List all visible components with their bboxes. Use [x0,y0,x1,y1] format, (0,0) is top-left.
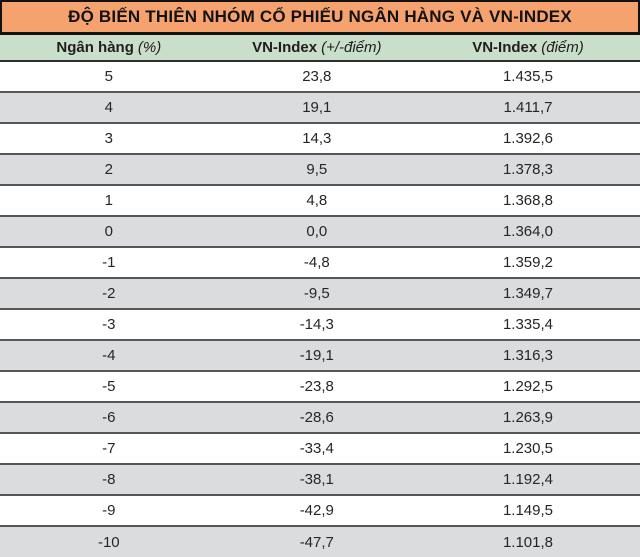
column-header-label: VN-Index [252,39,318,56]
cell-vnindex-change: -28,6 [299,409,334,426]
cell-vnindex-points: 1.292,5 [502,378,553,395]
table-row: -9 -42,9 1.149,5 [0,496,640,527]
table-row: -5 -23,8 1.292,5 [0,372,640,403]
cell-vnindex-change: -4,8 [303,254,330,271]
cell-bank-pct: 3 [104,130,113,147]
page-title: ĐỘ BIẾN THIÊN NHÓM CỔ PHIẾU NGÂN HÀNG VÀ… [0,0,640,35]
cell-vnindex-change: -23,8 [299,378,334,395]
column-header-bank-pct: Ngân hàng (%) [0,35,218,60]
cell-bank-pct: -5 [102,378,116,395]
cell-vnindex-change: 9,5 [306,161,328,178]
table-row: 5 23,8 1.435,5 [0,62,640,93]
cell-vnindex-change: -38,1 [299,471,334,488]
cell-vnindex-change: -19,1 [299,347,334,364]
cell-vnindex-points: 1.392,6 [502,130,553,147]
cell-vnindex-points: 1.378,3 [502,161,553,178]
table-row: -3 -14,3 1.335,4 [0,310,640,341]
cell-bank-pct: -1 [102,254,116,271]
table-row: 3 14,3 1.392,6 [0,124,640,155]
cell-bank-pct: 5 [104,68,113,85]
cell-bank-pct: -4 [102,347,116,364]
cell-bank-pct: -10 [97,534,120,551]
cell-bank-pct: -6 [102,409,116,426]
cell-vnindex-points: 1.101,8 [502,534,553,551]
cell-bank-pct: 4 [104,99,113,116]
table-row: -4 -19,1 1.316,3 [0,341,640,372]
cell-bank-pct: -2 [102,285,116,302]
cell-vnindex-change: -14,3 [299,316,334,333]
cell-vnindex-points: 1.359,2 [502,254,553,271]
table-body: 5 23,8 1.435,5 4 19,1 1.411,7 3 14,3 1.3… [0,62,640,557]
column-header-vnindex-points: VN-Index (điểm) [416,35,640,60]
table-row: 2 9,5 1.378,3 [0,155,640,186]
cell-vnindex-points: 1.263,9 [502,409,553,426]
cell-vnindex-points: 1.364,0 [502,223,553,240]
table-row: 4 19,1 1.411,7 [0,93,640,124]
table-row: 0 0,0 1.364,0 [0,217,640,248]
cell-vnindex-points: 1.435,5 [502,68,553,85]
cell-vnindex-points: 1.411,7 [503,99,553,116]
cell-vnindex-change: 19,1 [302,99,332,116]
column-header-vnindex-change: VN-Index (+/-điểm) [218,35,416,60]
cell-bank-pct: -3 [102,316,116,333]
cell-vnindex-change: -9,5 [303,285,330,302]
table-row: -8 -38,1 1.192,4 [0,465,640,496]
cell-bank-pct: -8 [102,471,116,488]
cell-vnindex-change: -47,7 [299,534,334,551]
cell-vnindex-points: 1.349,7 [502,285,553,302]
cell-vnindex-change: 4,8 [306,192,328,209]
table-row: 1 4,8 1.368,8 [0,186,640,217]
cell-vnindex-change: -42,9 [299,502,334,519]
cell-vnindex-points: 1.230,5 [502,440,553,457]
cell-vnindex-points: 1.192,4 [502,471,553,488]
cell-vnindex-points: 1.316,3 [502,347,553,364]
cell-vnindex-change: 0,0 [306,223,328,240]
table-row: -10 -47,7 1.101,8 [0,527,640,557]
column-header-label: VN-Index [472,39,538,56]
table-row: -7 -33,4 1.230,5 [0,434,640,465]
table-row: -6 -28,6 1.263,9 [0,403,640,434]
column-header-unit: (điểm) [541,39,584,56]
column-header-unit: (%) [137,39,162,56]
cell-bank-pct: 0 [104,223,113,240]
table-header-row: Ngân hàng (%) VN-Index (+/-điểm) VN-Inde… [0,35,640,62]
cell-vnindex-points: 1.368,8 [502,192,553,209]
cell-vnindex-points: 1.149,5 [502,502,553,519]
cell-vnindex-change: 23,8 [302,68,332,85]
column-header-label: Ngân hàng [56,39,134,56]
cell-bank-pct: 2 [104,161,113,178]
cell-vnindex-points: 1.335,4 [502,316,553,333]
cell-bank-pct: -9 [102,502,116,519]
table-row: -1 -4,8 1.359,2 [0,248,640,279]
cell-vnindex-change: 14,3 [302,130,332,147]
cell-vnindex-change: -33,4 [299,440,334,457]
table-row: -2 -9,5 1.349,7 [0,279,640,310]
cell-bank-pct: 1 [104,192,113,209]
cell-bank-pct: -7 [102,440,116,457]
column-header-unit: (+/-điểm) [321,39,382,56]
